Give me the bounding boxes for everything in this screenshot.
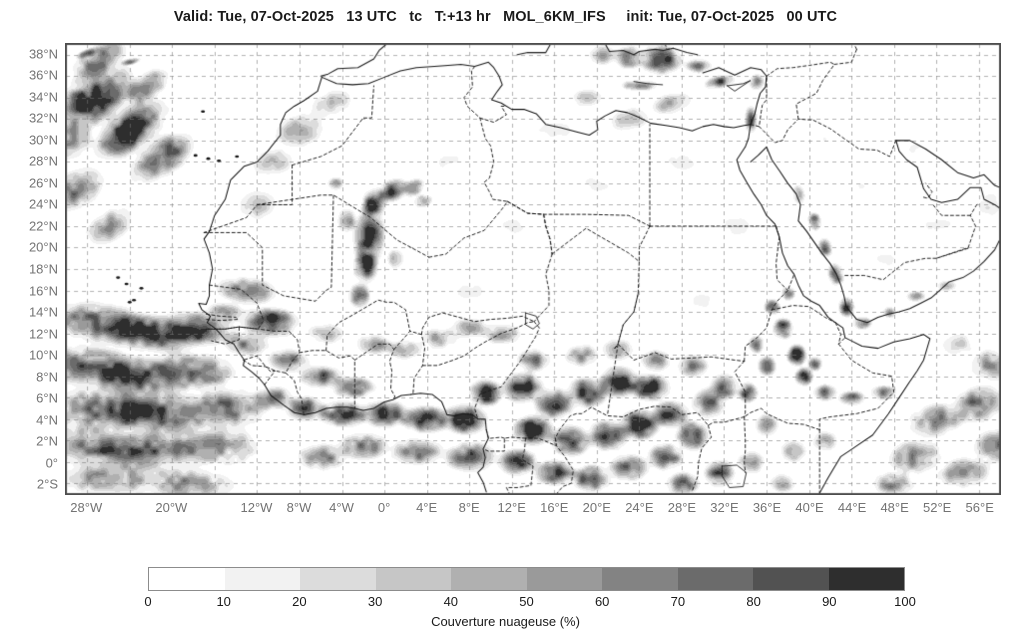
y-axis-tick: 38°N <box>28 46 58 62</box>
y-axis-tick: 2°N <box>36 433 58 449</box>
colorbar-tick: 50 <box>519 594 534 609</box>
x-axis-tick: 4°W <box>329 500 354 515</box>
y-axis-tick: 12°N <box>28 326 58 342</box>
x-axis-tick: 8°W <box>286 500 312 515</box>
y-axis-tick: 8°N <box>36 369 58 385</box>
x-axis-tick: 36°E <box>752 500 782 515</box>
y-axis-tick: 28°N <box>28 153 58 169</box>
y-axis-tick: 14°N <box>28 304 58 320</box>
page-title: Valid: Tue, 07-Oct-2025 13 UTC tc T:+13 … <box>173 9 838 25</box>
x-axis-tick: 24°E <box>625 500 654 515</box>
y-axis-tick: 6°N <box>36 390 58 406</box>
colorbar-tick: 10 <box>216 594 231 609</box>
y-axis-tick: 24°N <box>28 196 58 212</box>
x-axis-tick: 56°E <box>965 500 994 515</box>
colorbar-tick: 90 <box>822 594 837 609</box>
x-axis-tick: 40°E <box>795 500 824 515</box>
colorbar-container[interactable] <box>148 567 905 591</box>
colorbar-tick: 60 <box>594 594 610 609</box>
colorbar-tick: 100 <box>894 594 916 609</box>
x-axis-tick: 32°E <box>710 500 739 515</box>
colorbar-band <box>149 568 225 590</box>
colorbar[interactable] <box>148 567 905 591</box>
x-axis-tick: 28°W <box>70 500 103 515</box>
y-axis-tick: 2°S <box>36 476 58 492</box>
x-axis-tick: 48°E <box>880 500 909 515</box>
colorbar-band <box>224 568 300 590</box>
x-axis-tick: 20°E <box>582 500 611 515</box>
y-axis-tick: 32°N <box>28 110 58 126</box>
y-axis-tick: 34°N <box>28 89 58 105</box>
colorbar-caption: Couverture nuageuse (%) <box>431 614 580 629</box>
colorbar-band <box>753 568 829 590</box>
y-axis-tick: 26°N <box>28 175 58 191</box>
y-axis-tick: 10°N <box>28 347 58 363</box>
y-axis-tick: 18°N <box>28 261 58 277</box>
y-axis-tick: 30°N <box>28 132 58 148</box>
y-axis-tick: 0° <box>45 455 58 471</box>
y-axis-tick: 16°N <box>28 283 58 299</box>
y-axis-labels: 38°N 36°N 34°N 32°N 30°N 28°N 26°N 24°N 22°N 20°N… <box>0 0 60 641</box>
x-axis-tick: 12°E <box>497 500 526 515</box>
map-plot-area[interactable] <box>65 43 1001 495</box>
colorbar-tick: 40 <box>443 594 459 609</box>
y-axis-tick: 20°N <box>28 239 58 255</box>
x-axis-tick: 4°E <box>416 500 438 515</box>
x-axis-tick: 16°E <box>540 500 569 515</box>
cloud-cover-map[interactable] <box>66 44 1000 494</box>
y-axis-tick: 36°N <box>28 67 58 83</box>
colorbar-band <box>602 568 678 590</box>
colorbar-band <box>677 568 753 590</box>
x-axis-tick: 20°W <box>155 500 188 515</box>
colorbar-band <box>375 568 451 590</box>
colorbar-tick: 70 <box>670 594 686 609</box>
y-axis-tick: 22°N <box>28 218 58 234</box>
colorbar-tick: 0 <box>144 594 152 609</box>
x-axis-tick: 52°E <box>923 500 952 515</box>
x-axis-tick: 12°W <box>240 500 273 515</box>
x-axis-tick: 8°E <box>458 500 480 515</box>
colorbar-band <box>526 568 602 590</box>
x-axis-tick: 0° <box>377 500 391 515</box>
colorbar-band <box>828 568 904 590</box>
colorbar-band <box>451 568 527 590</box>
x-axis-tick: 44°E <box>837 500 867 515</box>
title-bar: Valid: Tue, 07-Oct-2025 13 UTC tc T:+13 … <box>0 0 1011 34</box>
x-axis-tick: 28°E <box>667 500 697 515</box>
colorbar-tick: 30 <box>367 594 383 609</box>
y-axis-tick: 4°N <box>36 412 58 428</box>
colorbar-tick: 20 <box>292 594 307 609</box>
colorbar-tick: 80 <box>746 594 761 609</box>
colorbar-band <box>300 568 376 590</box>
